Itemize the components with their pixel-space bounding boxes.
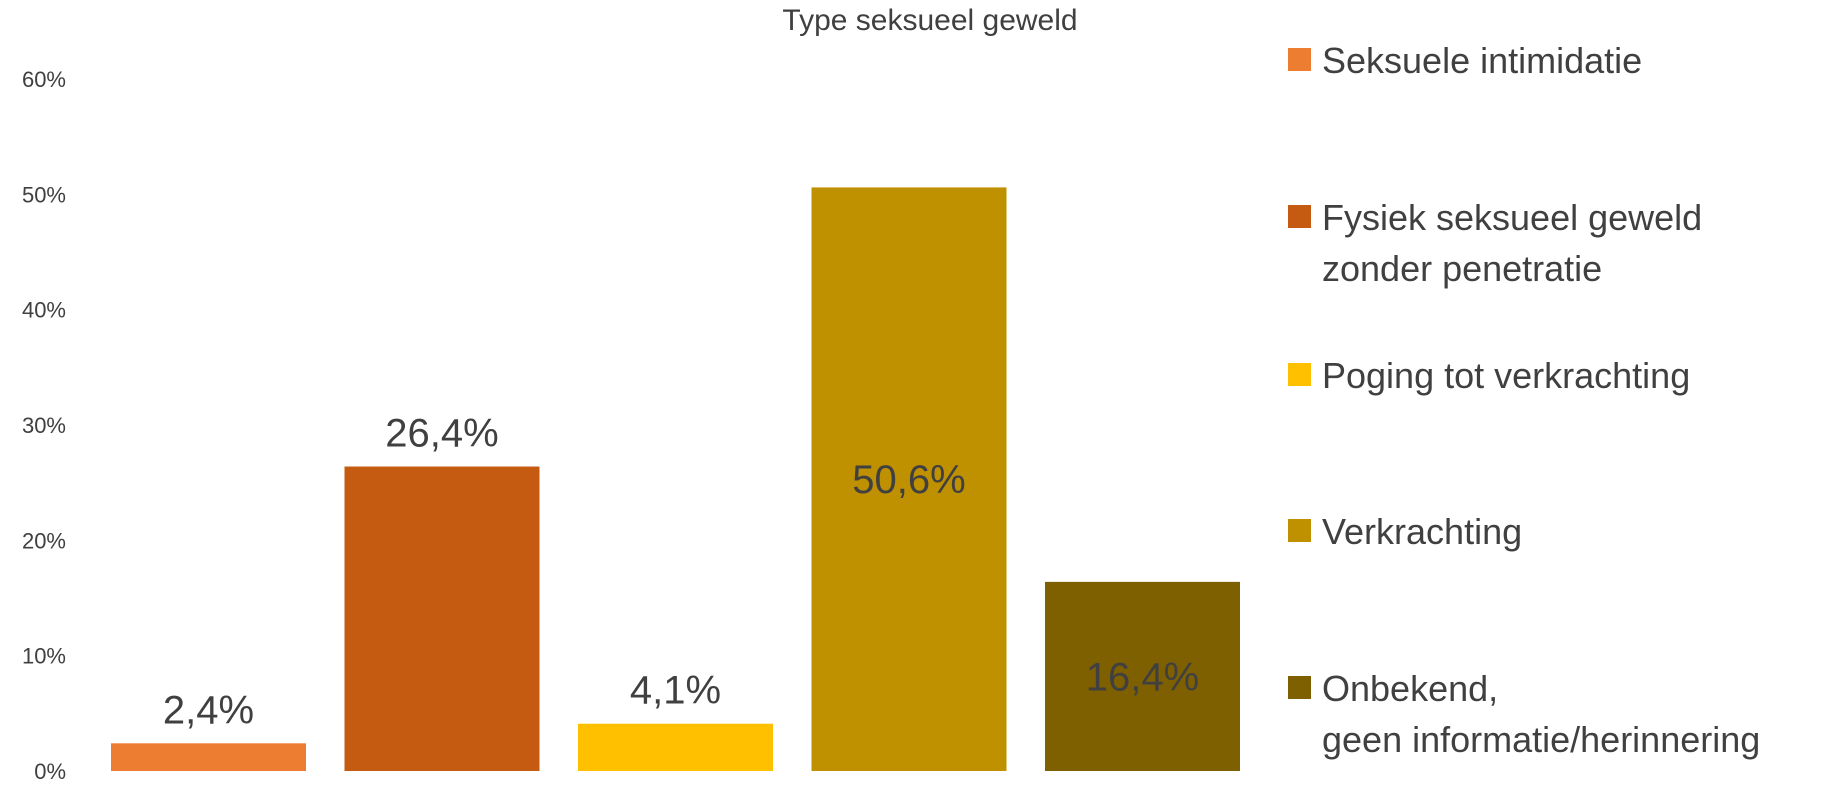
y-tick-label: 10% bbox=[22, 644, 66, 669]
legend-swatch bbox=[1288, 676, 1311, 699]
legend-swatch bbox=[1288, 48, 1311, 71]
data-label: 2,4% bbox=[163, 688, 254, 732]
bar bbox=[811, 187, 1007, 771]
y-tick-label: 30% bbox=[22, 413, 66, 438]
bar bbox=[111, 743, 306, 771]
bar bbox=[578, 723, 773, 771]
data-label: 16,4% bbox=[1086, 655, 1199, 699]
legend-swatch bbox=[1288, 205, 1311, 228]
legend-label: Seksuele intimidatie bbox=[1322, 40, 1642, 81]
legend: Seksuele intimidatie Fysiek seksueel gewe… bbox=[1288, 40, 1760, 760]
bar bbox=[344, 466, 540, 771]
legend-item: Fysiek seksueel geweld zonder penetratie bbox=[1288, 197, 1702, 289]
bars bbox=[111, 187, 1240, 771]
y-tick-label: 40% bbox=[22, 298, 66, 323]
legend-label: zonder penetratie bbox=[1322, 248, 1602, 289]
legend-label: Poging tot verkrachting bbox=[1322, 355, 1690, 396]
data-label: 50,6% bbox=[852, 458, 965, 502]
chart-title: Type seksueel geweld bbox=[782, 4, 1077, 37]
y-tick-label: 20% bbox=[22, 528, 66, 553]
data-label: 26,4% bbox=[385, 412, 498, 456]
bar bbox=[1045, 581, 1240, 771]
legend-swatch bbox=[1288, 519, 1311, 542]
y-tick-label: 50% bbox=[22, 182, 66, 207]
legend-item: Seksuele intimidatie bbox=[1288, 40, 1642, 81]
legend-label: Fysiek seksueel geweld bbox=[1322, 197, 1702, 238]
y-tick-label: 60% bbox=[22, 67, 66, 92]
data-labels: 2,4% 26,4% 4,1% 50,6% 16,4% bbox=[163, 412, 1199, 733]
legend-item: Verkrachting bbox=[1288, 511, 1522, 552]
legend-label: geen informatie/herinnering bbox=[1322, 719, 1760, 760]
legend-label: Verkrachting bbox=[1322, 511, 1522, 552]
legend-swatch bbox=[1288, 363, 1311, 386]
legend-item: Onbekend, geen informatie/herinnering bbox=[1288, 668, 1760, 760]
y-axis: 0% 10% 20% 30% 40% 50% 60% bbox=[22, 67, 66, 784]
y-tick-label: 0% bbox=[34, 759, 66, 784]
legend-item: Poging tot verkrachting bbox=[1288, 355, 1690, 396]
legend-label: Onbekend, bbox=[1322, 668, 1498, 709]
data-label: 4,1% bbox=[630, 669, 721, 713]
